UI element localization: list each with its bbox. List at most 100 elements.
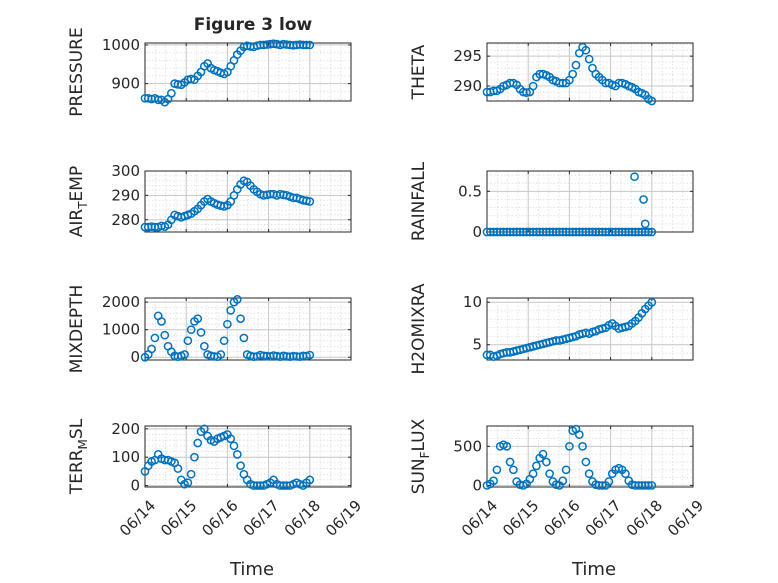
data-point bbox=[305, 350, 315, 360]
data-point bbox=[150, 333, 160, 343]
y-tick-label: 200 bbox=[111, 420, 140, 438]
data-point bbox=[640, 219, 650, 229]
data-point bbox=[647, 297, 657, 307]
data-point bbox=[584, 54, 594, 64]
data-point bbox=[545, 469, 554, 479]
data-point bbox=[522, 88, 531, 97]
y-axis-label: AIRTEMP bbox=[67, 166, 90, 237]
y-tick-label: 0 bbox=[130, 477, 140, 495]
x-axis-label-left: Time bbox=[229, 559, 274, 580]
axes-frame bbox=[144, 297, 352, 361]
y-tick-label: 900 bbox=[111, 75, 140, 93]
y-axis-label: SUNFLUX bbox=[409, 418, 432, 494]
subplot-mixdepth: 0 1000 2000 MIXDEPTH bbox=[67, 285, 352, 373]
data-point bbox=[160, 330, 170, 340]
data-point bbox=[305, 197, 315, 206]
data-point bbox=[644, 481, 653, 490]
data-point bbox=[489, 476, 498, 486]
data-point bbox=[236, 314, 245, 324]
x-tick-label: 06/14 bbox=[116, 497, 159, 540]
data-point bbox=[581, 45, 591, 55]
y-tick-label: 100 bbox=[111, 448, 140, 466]
data-point bbox=[492, 465, 502, 475]
data-point bbox=[302, 40, 311, 50]
data-point bbox=[561, 465, 571, 475]
data-point bbox=[528, 469, 538, 479]
data-point bbox=[639, 195, 648, 204]
data-point bbox=[647, 227, 657, 237]
x-tick-label: 06/19 bbox=[664, 497, 707, 540]
data-point bbox=[598, 481, 607, 490]
y-tick-label: 0 bbox=[130, 348, 140, 366]
x-tick-label: 06/17 bbox=[582, 497, 625, 540]
x-tick-label: 06/14 bbox=[458, 497, 501, 540]
y-tick-label: 0.5 bbox=[458, 182, 482, 200]
subplot-rainfall: 0 0.5 RAINFALL bbox=[409, 161, 694, 241]
x-tick-label: 06/16 bbox=[540, 497, 583, 540]
x-tick-label: 06/16 bbox=[198, 497, 241, 540]
figure-title: Figure 3 low bbox=[194, 15, 313, 35]
y-tick-label: 290 bbox=[111, 186, 140, 204]
axes-frame bbox=[144, 170, 352, 233]
x-tick-label: 06/18 bbox=[281, 497, 324, 540]
data-point bbox=[505, 457, 515, 467]
data-point bbox=[180, 350, 189, 359]
y-tick-label: 1000 bbox=[102, 36, 140, 54]
x-axis-label-right: Time bbox=[571, 559, 616, 580]
data-point bbox=[305, 40, 315, 50]
data-point bbox=[186, 325, 196, 335]
data-point bbox=[568, 69, 578, 79]
plot-area bbox=[145, 298, 351, 360]
data-point bbox=[581, 457, 591, 467]
x-tick-label: 06/19 bbox=[322, 497, 365, 540]
subplot-h2omixra: 5 10 H2OMIXRA bbox=[409, 283, 694, 375]
data-point bbox=[502, 441, 512, 451]
subplot-air_temp: 280 290 300 AIRTEMP bbox=[67, 162, 352, 237]
y-tick-label: 10 bbox=[463, 293, 482, 311]
y-tick-label: 5 bbox=[472, 336, 482, 354]
y-axis-label: PRESSURE bbox=[67, 27, 87, 116]
data-point bbox=[578, 441, 587, 451]
data-point bbox=[509, 465, 518, 475]
axes-frame bbox=[486, 42, 694, 102]
x-tick-label: 06/15 bbox=[157, 497, 200, 540]
subplot-theta: 290 295 THETA bbox=[409, 42, 694, 106]
y-tick-label: 500 bbox=[453, 437, 482, 455]
data-point bbox=[173, 464, 183, 473]
y-tick-label: 0 bbox=[472, 223, 482, 241]
data-point bbox=[604, 477, 614, 486]
y-tick-label: 280 bbox=[111, 211, 140, 229]
y-axis-label: THETA bbox=[409, 44, 429, 100]
subplot-pressure: 900 1000 PRESSURE bbox=[67, 27, 352, 117]
data-point bbox=[167, 88, 176, 98]
data-point bbox=[538, 449, 548, 459]
data-point bbox=[305, 475, 315, 485]
data-point bbox=[190, 452, 199, 462]
y-tick-label: 0 bbox=[472, 476, 482, 494]
data-point bbox=[647, 96, 657, 106]
data-point bbox=[565, 441, 574, 451]
data-point bbox=[630, 172, 639, 182]
plot-area bbox=[145, 426, 351, 487]
y-tick-label: 2000 bbox=[102, 293, 140, 311]
y-axis-label: RAINFALL bbox=[409, 161, 429, 241]
data-point bbox=[193, 314, 203, 324]
data-point bbox=[574, 430, 584, 439]
data-point bbox=[584, 469, 594, 479]
data-point bbox=[644, 227, 653, 237]
y-axis-label: H2OMIXRA bbox=[409, 283, 429, 374]
data-point bbox=[236, 461, 245, 471]
data-point bbox=[232, 450, 242, 459]
data-point bbox=[226, 306, 236, 315]
data-point bbox=[216, 350, 226, 359]
data-point bbox=[571, 60, 581, 70]
data-point bbox=[232, 295, 242, 304]
y-tick-label: 1000 bbox=[102, 321, 140, 339]
plot-area bbox=[487, 171, 693, 232]
data-point bbox=[229, 441, 239, 451]
data-point bbox=[183, 478, 193, 488]
data-point bbox=[223, 319, 232, 329]
